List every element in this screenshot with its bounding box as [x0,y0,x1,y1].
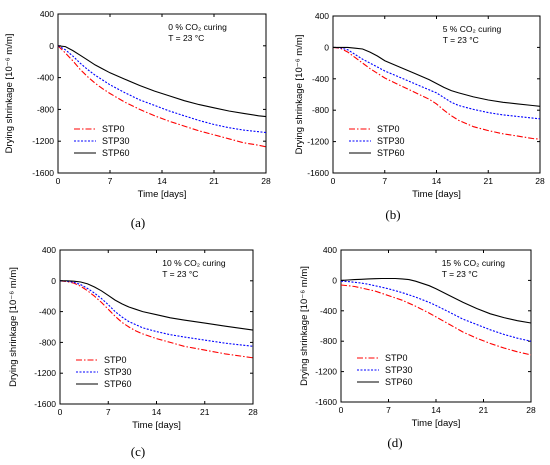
series-line-stp60 [340,277,532,324]
y-tick-label: -800 [37,104,54,114]
x-tick-label: 0 [58,407,63,417]
y-tick-label: 0 [49,41,54,51]
y-tick-label: 0 [324,42,329,52]
plot-frame [340,249,532,403]
y-tick-label: -800 [320,336,337,346]
legend-label-stp0: STP0 [102,124,125,134]
legend-label-stp0: STP0 [104,355,127,365]
legend-label-stp30: STP30 [377,136,405,146]
series-line-stp0 [340,284,532,356]
series-line-stp30 [59,280,254,347]
series-line-stp60 [57,45,267,118]
x-tick-label: 14 [157,176,167,186]
x-tick-label: 28 [261,176,271,186]
legend-label-stp0: STP0 [385,353,408,363]
x-axis-label: Time [days] [132,420,181,431]
legend-label-stp60: STP60 [377,148,405,158]
x-tick-label: 0 [331,176,336,186]
curing-condition-label: 10 % CO₂ curing [162,258,226,268]
panel-label: (a) [131,215,145,230]
panel-label: (b) [385,207,400,222]
y-tick-label: 0 [51,276,56,286]
x-tick-label: 28 [248,407,258,417]
curing-condition-label: 5 % CO₂ curing [443,24,502,34]
series-line-stp0 [59,280,254,359]
y-tick-label: 400 [315,11,329,21]
x-tick-label: 7 [106,407,111,417]
x-axis-label: Time [days] [138,189,187,200]
x-tick-label: 28 [535,176,545,186]
y-tick-label: -400 [39,307,56,317]
series-line-stp30 [332,46,541,120]
x-tick-label: 21 [484,176,494,186]
x-tick-label: 21 [209,176,219,186]
x-tick-label: 7 [108,176,113,186]
y-tick-label: -1600 [34,399,56,409]
x-tick-label: 14 [432,176,442,186]
temperature-label: T = 23 °C [442,269,478,279]
legend-label-stp60: STP60 [102,148,130,158]
y-tick-label: 400 [42,245,56,255]
series-line-stp0 [332,46,541,140]
y-tick-label: -1200 [315,367,337,377]
y-tick-label: -1200 [307,137,329,147]
y-axis-label: Drying shrinkage [10⁻⁶ m/m] [299,266,310,386]
y-axis-label: Drying shrinkage [10⁻⁶ m/m] [4,34,15,154]
y-tick-label: -1200 [34,368,56,378]
y-axis-label: Drying shrinkage [10⁻⁶ m/m] [294,35,305,155]
x-tick-label: 7 [386,405,391,415]
y-tick-label: -1200 [32,136,54,146]
plot-frame [332,15,541,174]
x-tick-label: 7 [382,176,387,186]
x-tick-label: 0 [339,405,344,415]
x-axis-label: Time [days] [412,418,461,429]
panel-label: (d) [387,435,402,450]
y-tick-label: -800 [39,337,56,347]
x-axis-label: Time [days] [412,189,461,200]
y-tick-label: 400 [40,9,54,19]
legend-label-stp60: STP60 [385,377,413,387]
y-tick-label: -400 [37,73,54,83]
y-tick-label: -1600 [315,397,337,407]
x-tick-label: 21 [200,407,210,417]
y-tick-label: 0 [332,275,337,285]
series-line-stp60 [60,280,254,331]
curing-condition-label: 0 % CO₂ curing [168,22,227,32]
y-tick-label: -400 [320,306,337,316]
series-line-stp30 [57,45,267,134]
x-tick-label: 21 [479,405,489,415]
y-axis-label: Drying shrinkage [10⁻⁶ m/m] [8,267,19,387]
legend-label-stp30: STP30 [102,136,130,146]
series-line-stp30 [340,280,532,342]
x-tick-label: 28 [526,405,536,415]
y-tick-label: -400 [312,74,329,84]
legend-label-stp60: STP60 [104,379,132,389]
y-tick-label: 400 [323,245,337,255]
x-tick-label: 14 [152,407,162,417]
temperature-label: T = 23 °C [443,35,479,45]
y-tick-label: -1600 [307,168,329,178]
series-line-stp0 [57,45,267,148]
temperature-label: T = 23 °C [162,269,198,279]
legend-label-stp30: STP30 [385,365,413,375]
y-tick-label: -1600 [32,168,54,178]
x-tick-label: 0 [56,176,61,186]
legend-label-stp0: STP0 [377,124,400,134]
temperature-label: T = 23 °C [168,33,204,43]
plot-frame [59,249,254,405]
curing-condition-label: 15 % CO₂ curing [442,258,506,268]
panel-label: (c) [131,444,145,459]
legend-label-stp30: STP30 [104,367,132,377]
y-tick-label: -800 [312,105,329,115]
x-tick-label: 14 [431,405,441,415]
series-line-stp60 [333,46,541,107]
